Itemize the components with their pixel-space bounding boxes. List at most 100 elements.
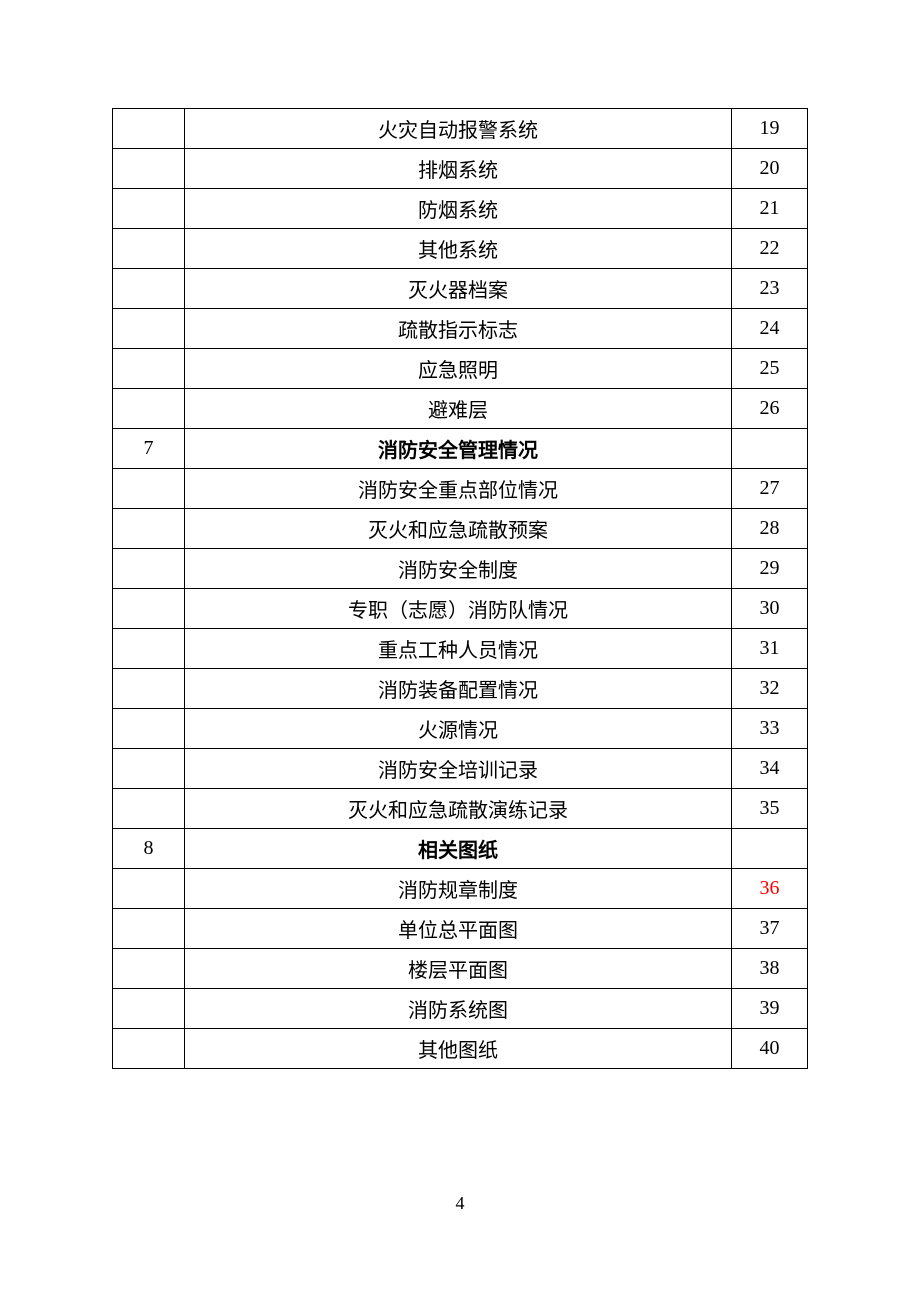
title-cell: 火灾自动报警系统 bbox=[185, 109, 732, 149]
section-number-cell: 7 bbox=[113, 429, 185, 469]
page-number-cell: 22 bbox=[732, 229, 808, 269]
title-cell: 消防规章制度 bbox=[185, 869, 732, 909]
section-number-cell bbox=[113, 389, 185, 429]
section-number-cell bbox=[113, 269, 185, 309]
page-number-cell: 34 bbox=[732, 749, 808, 789]
table-row: 灭火和应急疏散预案28 bbox=[113, 509, 808, 549]
table-row: 消防规章制度36 bbox=[113, 869, 808, 909]
title-cell: 避难层 bbox=[185, 389, 732, 429]
section-number-cell bbox=[113, 789, 185, 829]
page-number-cell: 24 bbox=[732, 309, 808, 349]
page-number-cell: 21 bbox=[732, 189, 808, 229]
table-row: 消防系统图39 bbox=[113, 989, 808, 1029]
table-row: 应急照明25 bbox=[113, 349, 808, 389]
title-cell: 灭火器档案 bbox=[185, 269, 732, 309]
section-number-cell bbox=[113, 469, 185, 509]
title-cell: 专职（志愿）消防队情况 bbox=[185, 589, 732, 629]
page-number-cell: 32 bbox=[732, 669, 808, 709]
page-number-cell: 29 bbox=[732, 549, 808, 589]
table-row: 其他图纸40 bbox=[113, 1029, 808, 1069]
section-number-cell bbox=[113, 629, 185, 669]
title-cell: 其他图纸 bbox=[185, 1029, 732, 1069]
toc-table: 火灾自动报警系统19排烟系统20防烟系统21其他系统22灭火器档案23疏散指示标… bbox=[112, 108, 808, 1069]
page-number-cell: 26 bbox=[732, 389, 808, 429]
page-number-cell: 33 bbox=[732, 709, 808, 749]
section-number-cell bbox=[113, 909, 185, 949]
section-number-cell bbox=[113, 749, 185, 789]
page-number-cell: 36 bbox=[732, 869, 808, 909]
title-cell: 相关图纸 bbox=[185, 829, 732, 869]
section-number-cell bbox=[113, 189, 185, 229]
table-row: 单位总平面图37 bbox=[113, 909, 808, 949]
page-number-cell: 31 bbox=[732, 629, 808, 669]
title-cell: 单位总平面图 bbox=[185, 909, 732, 949]
table-row: 防烟系统21 bbox=[113, 189, 808, 229]
table-row: 7消防安全管理情况 bbox=[113, 429, 808, 469]
title-cell: 楼层平面图 bbox=[185, 949, 732, 989]
table-row: 火灾自动报警系统19 bbox=[113, 109, 808, 149]
title-cell: 排烟系统 bbox=[185, 149, 732, 189]
table-row: 灭火器档案23 bbox=[113, 269, 808, 309]
section-number-cell bbox=[113, 309, 185, 349]
title-cell: 火源情况 bbox=[185, 709, 732, 749]
page-number-cell: 37 bbox=[732, 909, 808, 949]
title-cell: 消防安全培训记录 bbox=[185, 749, 732, 789]
table-row: 消防安全制度29 bbox=[113, 549, 808, 589]
page-number: 4 bbox=[0, 1193, 920, 1214]
title-cell: 灭火和应急疏散演练记录 bbox=[185, 789, 732, 829]
table-row: 疏散指示标志24 bbox=[113, 309, 808, 349]
title-cell: 消防系统图 bbox=[185, 989, 732, 1029]
table-row: 重点工种人员情况31 bbox=[113, 629, 808, 669]
table-row: 避难层26 bbox=[113, 389, 808, 429]
title-cell: 灭火和应急疏散预案 bbox=[185, 509, 732, 549]
section-number-cell: 8 bbox=[113, 829, 185, 869]
section-number-cell bbox=[113, 229, 185, 269]
title-cell: 消防装备配置情况 bbox=[185, 669, 732, 709]
page-number-cell: 27 bbox=[732, 469, 808, 509]
title-cell: 消防安全重点部位情况 bbox=[185, 469, 732, 509]
section-number-cell bbox=[113, 349, 185, 389]
title-cell: 消防安全管理情况 bbox=[185, 429, 732, 469]
page-number-cell: 40 bbox=[732, 1029, 808, 1069]
title-cell: 应急照明 bbox=[185, 349, 732, 389]
table-row: 灭火和应急疏散演练记录35 bbox=[113, 789, 808, 829]
title-cell: 其他系统 bbox=[185, 229, 732, 269]
page-container: 火灾自动报警系统19排烟系统20防烟系统21其他系统22灭火器档案23疏散指示标… bbox=[0, 0, 920, 1069]
title-cell: 重点工种人员情况 bbox=[185, 629, 732, 669]
title-cell: 消防安全制度 bbox=[185, 549, 732, 589]
section-number-cell bbox=[113, 1029, 185, 1069]
title-cell: 防烟系统 bbox=[185, 189, 732, 229]
page-number-cell: 39 bbox=[732, 989, 808, 1029]
section-number-cell bbox=[113, 869, 185, 909]
page-number-cell: 38 bbox=[732, 949, 808, 989]
page-number-cell: 25 bbox=[732, 349, 808, 389]
table-row: 专职（志愿）消防队情况30 bbox=[113, 589, 808, 629]
table-row: 楼层平面图38 bbox=[113, 949, 808, 989]
page-number-cell: 35 bbox=[732, 789, 808, 829]
section-number-cell bbox=[113, 949, 185, 989]
table-row: 8相关图纸 bbox=[113, 829, 808, 869]
section-number-cell bbox=[113, 109, 185, 149]
section-number-cell bbox=[113, 149, 185, 189]
page-number-cell bbox=[732, 429, 808, 469]
section-number-cell bbox=[113, 989, 185, 1029]
table-row: 排烟系统20 bbox=[113, 149, 808, 189]
table-row: 消防安全培训记录34 bbox=[113, 749, 808, 789]
page-number-cell: 19 bbox=[732, 109, 808, 149]
section-number-cell bbox=[113, 509, 185, 549]
page-number-cell bbox=[732, 829, 808, 869]
table-row: 其他系统22 bbox=[113, 229, 808, 269]
page-number-cell: 28 bbox=[732, 509, 808, 549]
section-number-cell bbox=[113, 709, 185, 749]
table-body: 火灾自动报警系统19排烟系统20防烟系统21其他系统22灭火器档案23疏散指示标… bbox=[113, 109, 808, 1069]
section-number-cell bbox=[113, 549, 185, 589]
page-number-cell: 23 bbox=[732, 269, 808, 309]
title-cell: 疏散指示标志 bbox=[185, 309, 732, 349]
section-number-cell bbox=[113, 669, 185, 709]
page-number-cell: 30 bbox=[732, 589, 808, 629]
table-row: 消防装备配置情况32 bbox=[113, 669, 808, 709]
page-number-cell: 20 bbox=[732, 149, 808, 189]
table-row: 火源情况33 bbox=[113, 709, 808, 749]
table-row: 消防安全重点部位情况27 bbox=[113, 469, 808, 509]
section-number-cell bbox=[113, 589, 185, 629]
